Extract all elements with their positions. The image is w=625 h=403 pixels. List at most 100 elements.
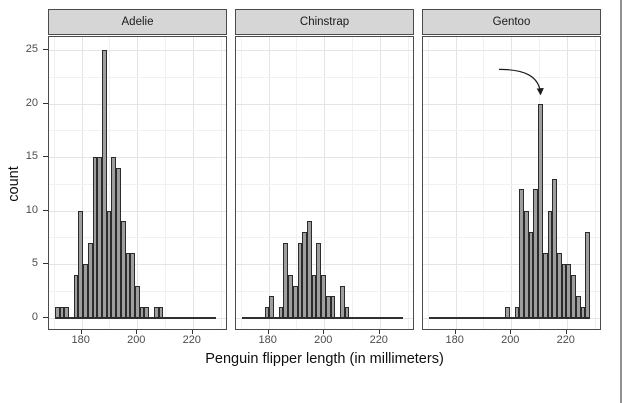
y-axis-tick-mark: [43, 263, 48, 265]
x-axis-tick-label: 220: [556, 334, 575, 346]
x-axis-tick-mark: [191, 330, 193, 334]
histogram-bar: [120, 221, 126, 318]
gridline-y-minor: [236, 76, 413, 78]
gridline-y-minor: [423, 237, 600, 239]
y-axis-tick-mark: [43, 156, 48, 158]
histogram-bar: [264, 306, 270, 318]
histogram-bar: [524, 210, 529, 318]
gridline-y-minor: [49, 183, 226, 185]
y-axis-title: count: [6, 166, 22, 202]
histogram-bar: [106, 210, 112, 318]
histogram-bar: [125, 253, 131, 318]
gridline-x-minor: [427, 37, 429, 329]
gridline-x-minor: [296, 37, 298, 329]
gridline-y-minor: [423, 183, 600, 185]
y-axis-tick-label: 5: [31, 257, 38, 270]
y-axis-tick-mark: [43, 316, 48, 318]
gridline-y-major: [423, 103, 600, 105]
histogram-bar: [73, 274, 79, 318]
x-axis-tick-mark: [510, 330, 512, 334]
gridline-y-major: [236, 157, 413, 159]
gridline-y-major: [49, 50, 226, 52]
x-axis-tick-label: 180: [71, 334, 90, 346]
histogram-bar: [283, 242, 289, 318]
x-axis-tick-label: 200: [127, 334, 146, 346]
histogram-zero-line: [428, 317, 591, 319]
gridline-y-major: [423, 50, 600, 52]
y-axis-tick-label: 25: [25, 43, 38, 56]
facet-strip: Chinstrap: [235, 9, 414, 35]
gridline-x-minor: [165, 37, 166, 329]
histogram-bar: [54, 306, 60, 318]
histogram-bar: [97, 157, 102, 318]
y-axis-tick-mark: [43, 209, 48, 211]
histogram-bar: [111, 157, 117, 318]
x-axis-tick-mark: [565, 330, 567, 334]
histogram-bar: [297, 242, 303, 318]
gridline-x-major: [379, 37, 381, 329]
window-divider-line: [620, 0, 622, 403]
gridline-x-minor: [594, 37, 596, 329]
gridline-x-major: [324, 37, 326, 329]
histogram-bar: [330, 296, 336, 318]
histogram-zero-line: [54, 317, 217, 319]
gridline-x-major: [192, 37, 194, 329]
gridline-y-major: [49, 264, 226, 266]
gridline-x-minor: [53, 37, 55, 329]
y-axis-tick-label: 0: [31, 310, 38, 323]
gridline-x-minor: [407, 37, 409, 329]
gridline-y-minor: [236, 237, 413, 239]
gridline-y-major: [423, 210, 600, 212]
gridline-y-major: [49, 210, 226, 212]
gridline-y-minor: [49, 76, 226, 78]
y-axis-tick-mark: [43, 102, 48, 104]
facet-strip: Gentoo: [422, 9, 601, 35]
gridline-y-major: [236, 264, 413, 266]
facet-panel-adelie: [48, 36, 227, 330]
histogram-bar: [561, 264, 567, 318]
histogram-bar: [585, 232, 591, 318]
gridline-y-major: [236, 103, 413, 105]
histogram-bar: [302, 232, 308, 318]
histogram-bar: [130, 253, 136, 318]
histogram-bar: [311, 274, 317, 318]
facet-panel-chinstrap: [235, 36, 414, 330]
histogram-bar: [505, 306, 510, 318]
histogram-bar: [102, 50, 107, 318]
histogram-bar: [269, 296, 274, 318]
facet-strip: Adelie: [48, 9, 227, 35]
x-axis-tick-mark: [454, 330, 456, 334]
x-axis-tick-label: 200: [314, 334, 333, 346]
histogram-bar: [340, 285, 345, 318]
gridline-y-minor: [423, 76, 600, 78]
histogram-bar: [116, 167, 121, 318]
gridline-x-minor: [220, 37, 222, 329]
x-axis-tick-label: 200: [501, 334, 520, 346]
histogram-bar: [542, 253, 548, 318]
x-axis-tick-mark: [378, 330, 380, 334]
histogram-bar: [158, 306, 164, 318]
y-axis-tick-label: 15: [25, 150, 38, 163]
gridline-y-major: [236, 50, 413, 52]
histogram-bar: [519, 189, 524, 318]
gridline-y-minor: [423, 290, 600, 292]
gridline-y-major: [236, 210, 413, 212]
histogram-bar: [552, 178, 558, 318]
histogram-bar: [528, 232, 534, 318]
x-axis-tick-label: 220: [369, 334, 388, 346]
histogram-bar: [83, 264, 88, 318]
gridline-x-minor: [483, 37, 485, 329]
gridline-y-major: [49, 157, 226, 159]
histogram-bar: [153, 306, 159, 318]
histogram-bar: [538, 103, 543, 318]
histogram-bar: [135, 285, 140, 318]
x-axis-tick-label: 180: [445, 334, 464, 346]
gridline-y-major: [49, 103, 226, 105]
gridline-x-major: [81, 37, 83, 329]
y-axis-tick-label: 10: [25, 203, 38, 216]
gridline-y-minor: [236, 130, 413, 132]
y-axis-tick-label: 20: [25, 96, 38, 109]
histogram-bar: [557, 253, 562, 318]
histogram-bar: [580, 306, 586, 318]
histogram-bar: [144, 306, 150, 318]
